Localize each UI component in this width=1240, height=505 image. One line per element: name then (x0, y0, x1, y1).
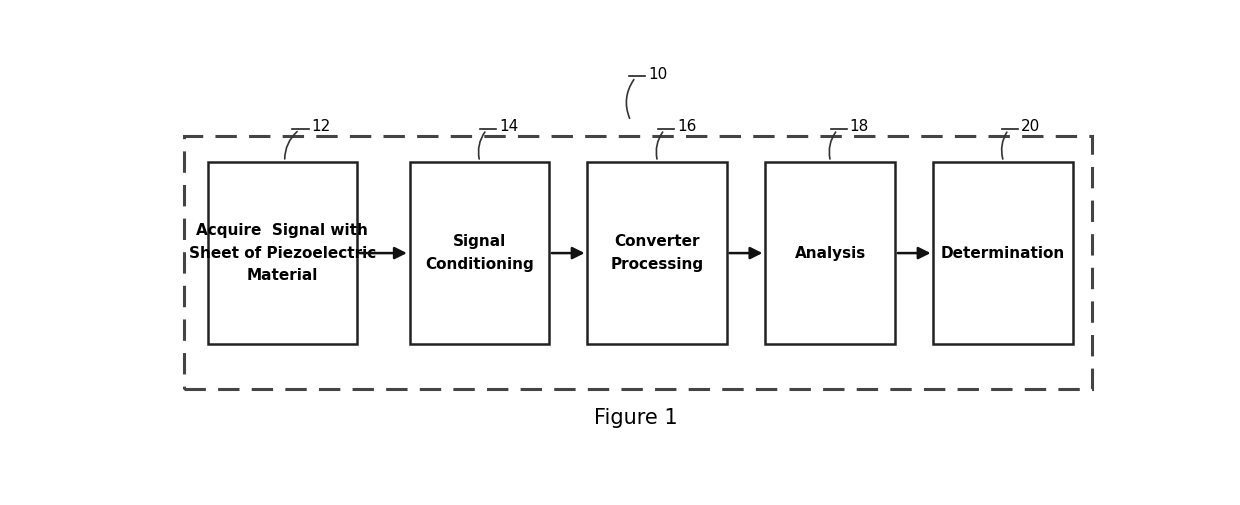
Bar (588, 162, 727, 344)
Bar (184, 136, 1092, 389)
Text: 20: 20 (1021, 120, 1040, 134)
Text: Figure 1: Figure 1 (594, 408, 677, 428)
Text: 18: 18 (849, 120, 869, 134)
Bar (765, 162, 895, 344)
Text: Acquire  Signal with
Sheet of Piezoelectric
Material: Acquire Signal with Sheet of Piezoelectr… (188, 223, 376, 283)
Bar (208, 162, 357, 344)
Text: Determination: Determination (941, 245, 1065, 261)
Bar (934, 162, 1073, 344)
Text: 12: 12 (311, 120, 331, 134)
Text: 10: 10 (649, 67, 667, 82)
Bar (409, 162, 549, 344)
Text: Analysis: Analysis (795, 245, 866, 261)
Text: Converter
Processing: Converter Processing (610, 234, 703, 272)
Text: 14: 14 (498, 120, 518, 134)
Text: 16: 16 (677, 120, 696, 134)
Text: Signal
Conditioning: Signal Conditioning (425, 234, 533, 272)
